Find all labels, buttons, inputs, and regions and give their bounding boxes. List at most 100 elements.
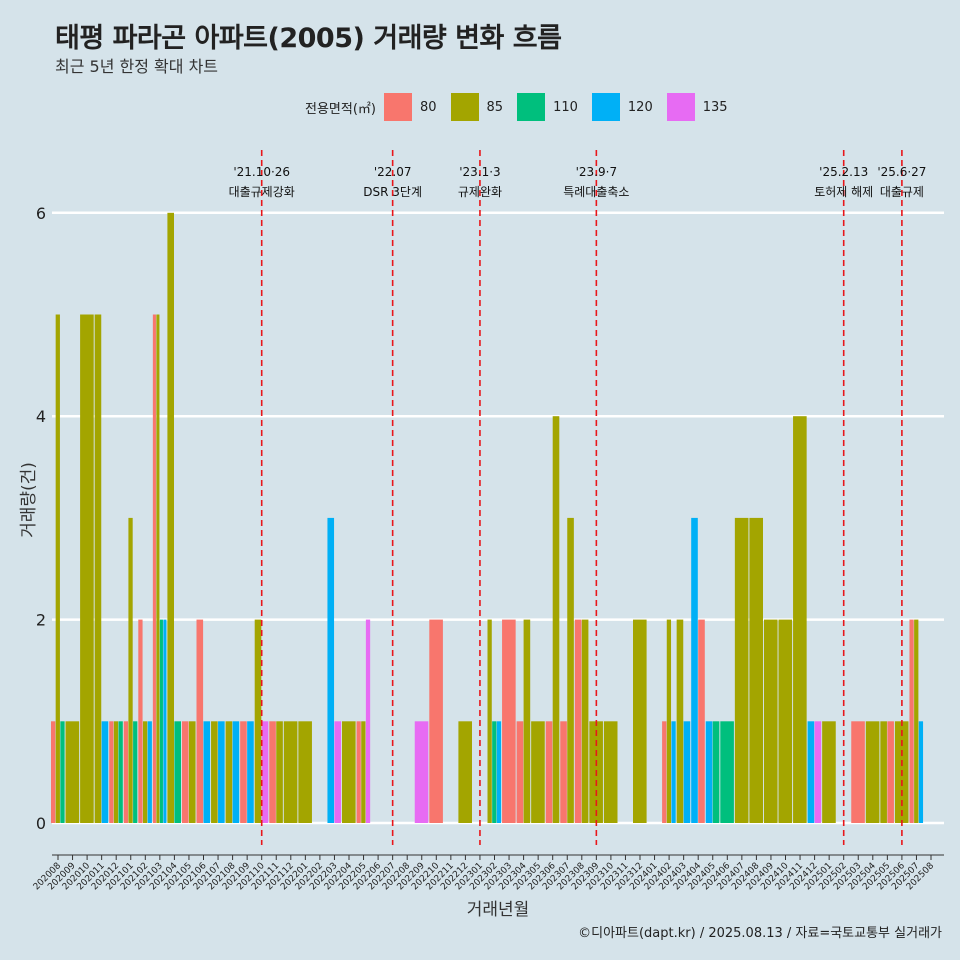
bar-202203-120 <box>327 517 335 823</box>
bar-202302-110 <box>492 721 497 823</box>
legend-swatch-85 <box>450 93 479 121</box>
bar-202310-85 <box>603 721 618 823</box>
bar-202406-110 <box>720 721 734 823</box>
bar-202110-135 <box>261 721 269 823</box>
bar-202410-85 <box>778 619 793 823</box>
bar-202012-80 <box>109 721 114 823</box>
legend-item-135: 135 <box>665 93 728 121</box>
bar-202008-85 <box>55 314 60 823</box>
y-tick-label-4: 4 <box>36 407 46 426</box>
bar-202402-120 <box>671 721 676 823</box>
legend-label-110: 110 <box>553 99 578 115</box>
event-label-202309: 특례대출축소 <box>563 185 629 199</box>
bar-202109-120 <box>247 721 254 823</box>
bar-202308-80 <box>574 619 582 823</box>
bar-202409-85 <box>763 619 778 823</box>
bar-202307-80 <box>560 721 567 823</box>
event-date-202502: '25.2.13 <box>819 165 868 179</box>
bar-202112-85 <box>283 721 298 823</box>
bar-202012-110 <box>118 721 123 823</box>
event-label-202502: 토허제 해제 <box>814 185 873 199</box>
bar-202107-85 <box>211 721 218 823</box>
bar-202106-80 <box>196 619 204 823</box>
bar-202405-110 <box>712 721 720 823</box>
x-axis-title: 거래년월 <box>467 900 530 920</box>
y-axis-title: 거래량(건) <box>19 462 39 538</box>
bar-202302-85 <box>487 619 492 823</box>
bar-202302-120 <box>496 721 502 823</box>
event-label-202110: 대출규제강화 <box>229 185 295 199</box>
bar-202101-80 <box>123 721 129 823</box>
bar-202404-80 <box>698 619 705 823</box>
bar-202103-85 <box>156 314 160 823</box>
bar-202504-85 <box>865 721 880 823</box>
bar-202507-120 <box>918 721 924 823</box>
bar-202403-120 <box>683 721 691 823</box>
bar-202108-120 <box>232 721 240 823</box>
legend: 전용면적(㎡) 80 85 110 120 135 <box>305 93 740 121</box>
bar-202402-80 <box>662 721 667 823</box>
bar-202407-85 <box>734 517 749 823</box>
bar-202306-85 <box>552 416 560 823</box>
bar-202408-85 <box>749 517 763 823</box>
y-tick-label-6: 6 <box>36 204 46 223</box>
event-date-202301: '23.1·3 <box>459 165 500 179</box>
legend-label-135: 135 <box>702 99 728 115</box>
event-date-202110: '21.10·26 <box>233 165 290 179</box>
bar-202304-80 <box>516 721 524 823</box>
bar-202102-85 <box>142 721 148 823</box>
bar-202106-120 <box>203 721 211 823</box>
bar-202403-85 <box>676 619 684 823</box>
legend-title: 전용면적(㎡) <box>305 101 376 117</box>
legend-swatch-120 <box>591 93 620 121</box>
bar-202008-80 <box>51 721 56 823</box>
bar-202109-80 <box>240 721 247 823</box>
bar-202501-85 <box>822 721 836 823</box>
legend-item-120: 120 <box>590 93 653 121</box>
event-date-202506: '25.6·27 <box>877 165 926 179</box>
bar-202203-135 <box>334 721 342 823</box>
legend-swatch-135 <box>666 93 695 121</box>
bar-202111-80 <box>269 721 276 823</box>
bar-202212-85 <box>458 721 472 823</box>
bar-202103-80 <box>152 314 156 823</box>
bar-202111-85 <box>276 721 283 823</box>
bar-202303-80 <box>502 619 516 823</box>
bar-202304-85 <box>523 619 531 823</box>
bar-202108-85 <box>225 721 233 823</box>
bar-202008-110 <box>60 721 65 823</box>
bar-202306-80 <box>545 721 553 823</box>
bar-202104-110 <box>174 721 181 823</box>
event-label-202301: 규제완화 <box>458 185 502 199</box>
bar-202101-85 <box>128 517 133 823</box>
y-tick-label-0: 0 <box>36 814 46 833</box>
bar-202503-80 <box>851 721 865 823</box>
bar-202010-85 <box>80 314 94 823</box>
bar-202205-135 <box>365 619 371 823</box>
legend-label-120: 120 <box>627 99 653 115</box>
bar-202012-85 <box>113 721 119 823</box>
legend-swatch-80 <box>383 93 412 121</box>
chart-subtitle: 최근 5년 한정 확대 차트 <box>55 57 219 76</box>
bar-202404-120 <box>691 517 698 823</box>
legend-swatch-110 <box>517 93 546 121</box>
bar-202107-120 <box>218 721 225 823</box>
legend-item-110: 110 <box>515 93 578 121</box>
bar-202110-85 <box>254 619 262 823</box>
bar-202102-80 <box>138 619 143 823</box>
bar-202505-80 <box>887 721 894 823</box>
bar-202104-85 <box>167 212 174 824</box>
event-date-202309: '23.9·7 <box>576 165 617 179</box>
bar-202402-85 <box>666 619 672 823</box>
bar-202305-85 <box>531 721 545 823</box>
bar-202412-135 <box>814 721 822 823</box>
bar-202307-85 <box>567 517 574 823</box>
source-caption: ©디아파트(dapt.kr) / 2025.08.13 / 자료=국토교통부 실… <box>578 926 942 941</box>
bar-202505-85 <box>880 721 887 823</box>
bar-202412-120 <box>807 721 815 823</box>
bar-202308-85 <box>581 619 589 823</box>
bar-202103-110 <box>159 619 163 823</box>
legend-item-85: 85 <box>449 93 503 121</box>
bar-202101-110 <box>133 721 138 823</box>
